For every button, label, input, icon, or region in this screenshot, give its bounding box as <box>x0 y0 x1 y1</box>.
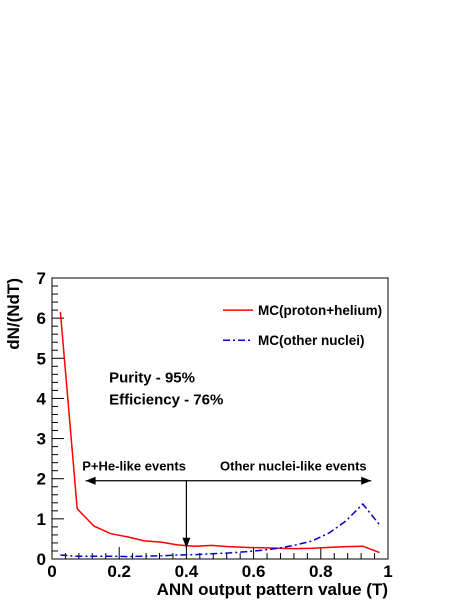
legend-label-proton-helium: MC(proton+helium) <box>258 303 382 318</box>
right-arrowhead <box>361 476 372 485</box>
y-tick-label: 3 <box>37 430 46 449</box>
x-tick-label: 0.2 <box>107 562 131 581</box>
y-tick-label: 1 <box>37 510 46 529</box>
tick-labels: 0 0.2 0.4 0.6 0.8 1 0 1 2 3 4 5 6 7 <box>37 269 393 581</box>
series-line-other-nuclei <box>60 502 381 558</box>
y-tick-label: 7 <box>37 269 46 288</box>
y-tick-label: 6 <box>37 309 46 328</box>
x-tick-label: 0.8 <box>309 562 333 581</box>
p-he-region-label: P+He-like events <box>82 459 186 474</box>
left-arrowhead <box>85 476 96 485</box>
cut-arrowhead <box>182 537 191 548</box>
x-tick-label: 0 <box>47 562 56 581</box>
x-axis-title: ANN output pattern value (T) <box>157 580 388 599</box>
x-tick-label: 0.6 <box>242 562 266 581</box>
purity-annotation: Purity - 95% <box>109 369 195 386</box>
efficiency-annotation: Efficiency - 76% <box>109 391 223 408</box>
x-tick-label: 0.4 <box>175 562 199 581</box>
legend-label-other-nuclei: MC(other nuclei) <box>258 333 365 348</box>
y-axis-title: dN/(NdT) <box>4 278 23 350</box>
y-tick-label: 2 <box>37 470 46 489</box>
tick-marks <box>51 277 389 560</box>
region-arrows <box>85 476 372 548</box>
legend: MC(proton+helium) MC(other nuclei) <box>223 303 382 348</box>
y-tick-label: 4 <box>37 389 47 408</box>
y-tick-label: 0 <box>37 550 46 569</box>
x-tick-label: 1 <box>383 562 392 581</box>
plot-frame <box>51 277 389 560</box>
y-tick-label: 5 <box>37 349 46 368</box>
series-layer <box>59 312 381 558</box>
series-line-proton-helium <box>59 312 380 554</box>
other-nuclei-region-label: Other nuclei-like events <box>220 459 367 474</box>
